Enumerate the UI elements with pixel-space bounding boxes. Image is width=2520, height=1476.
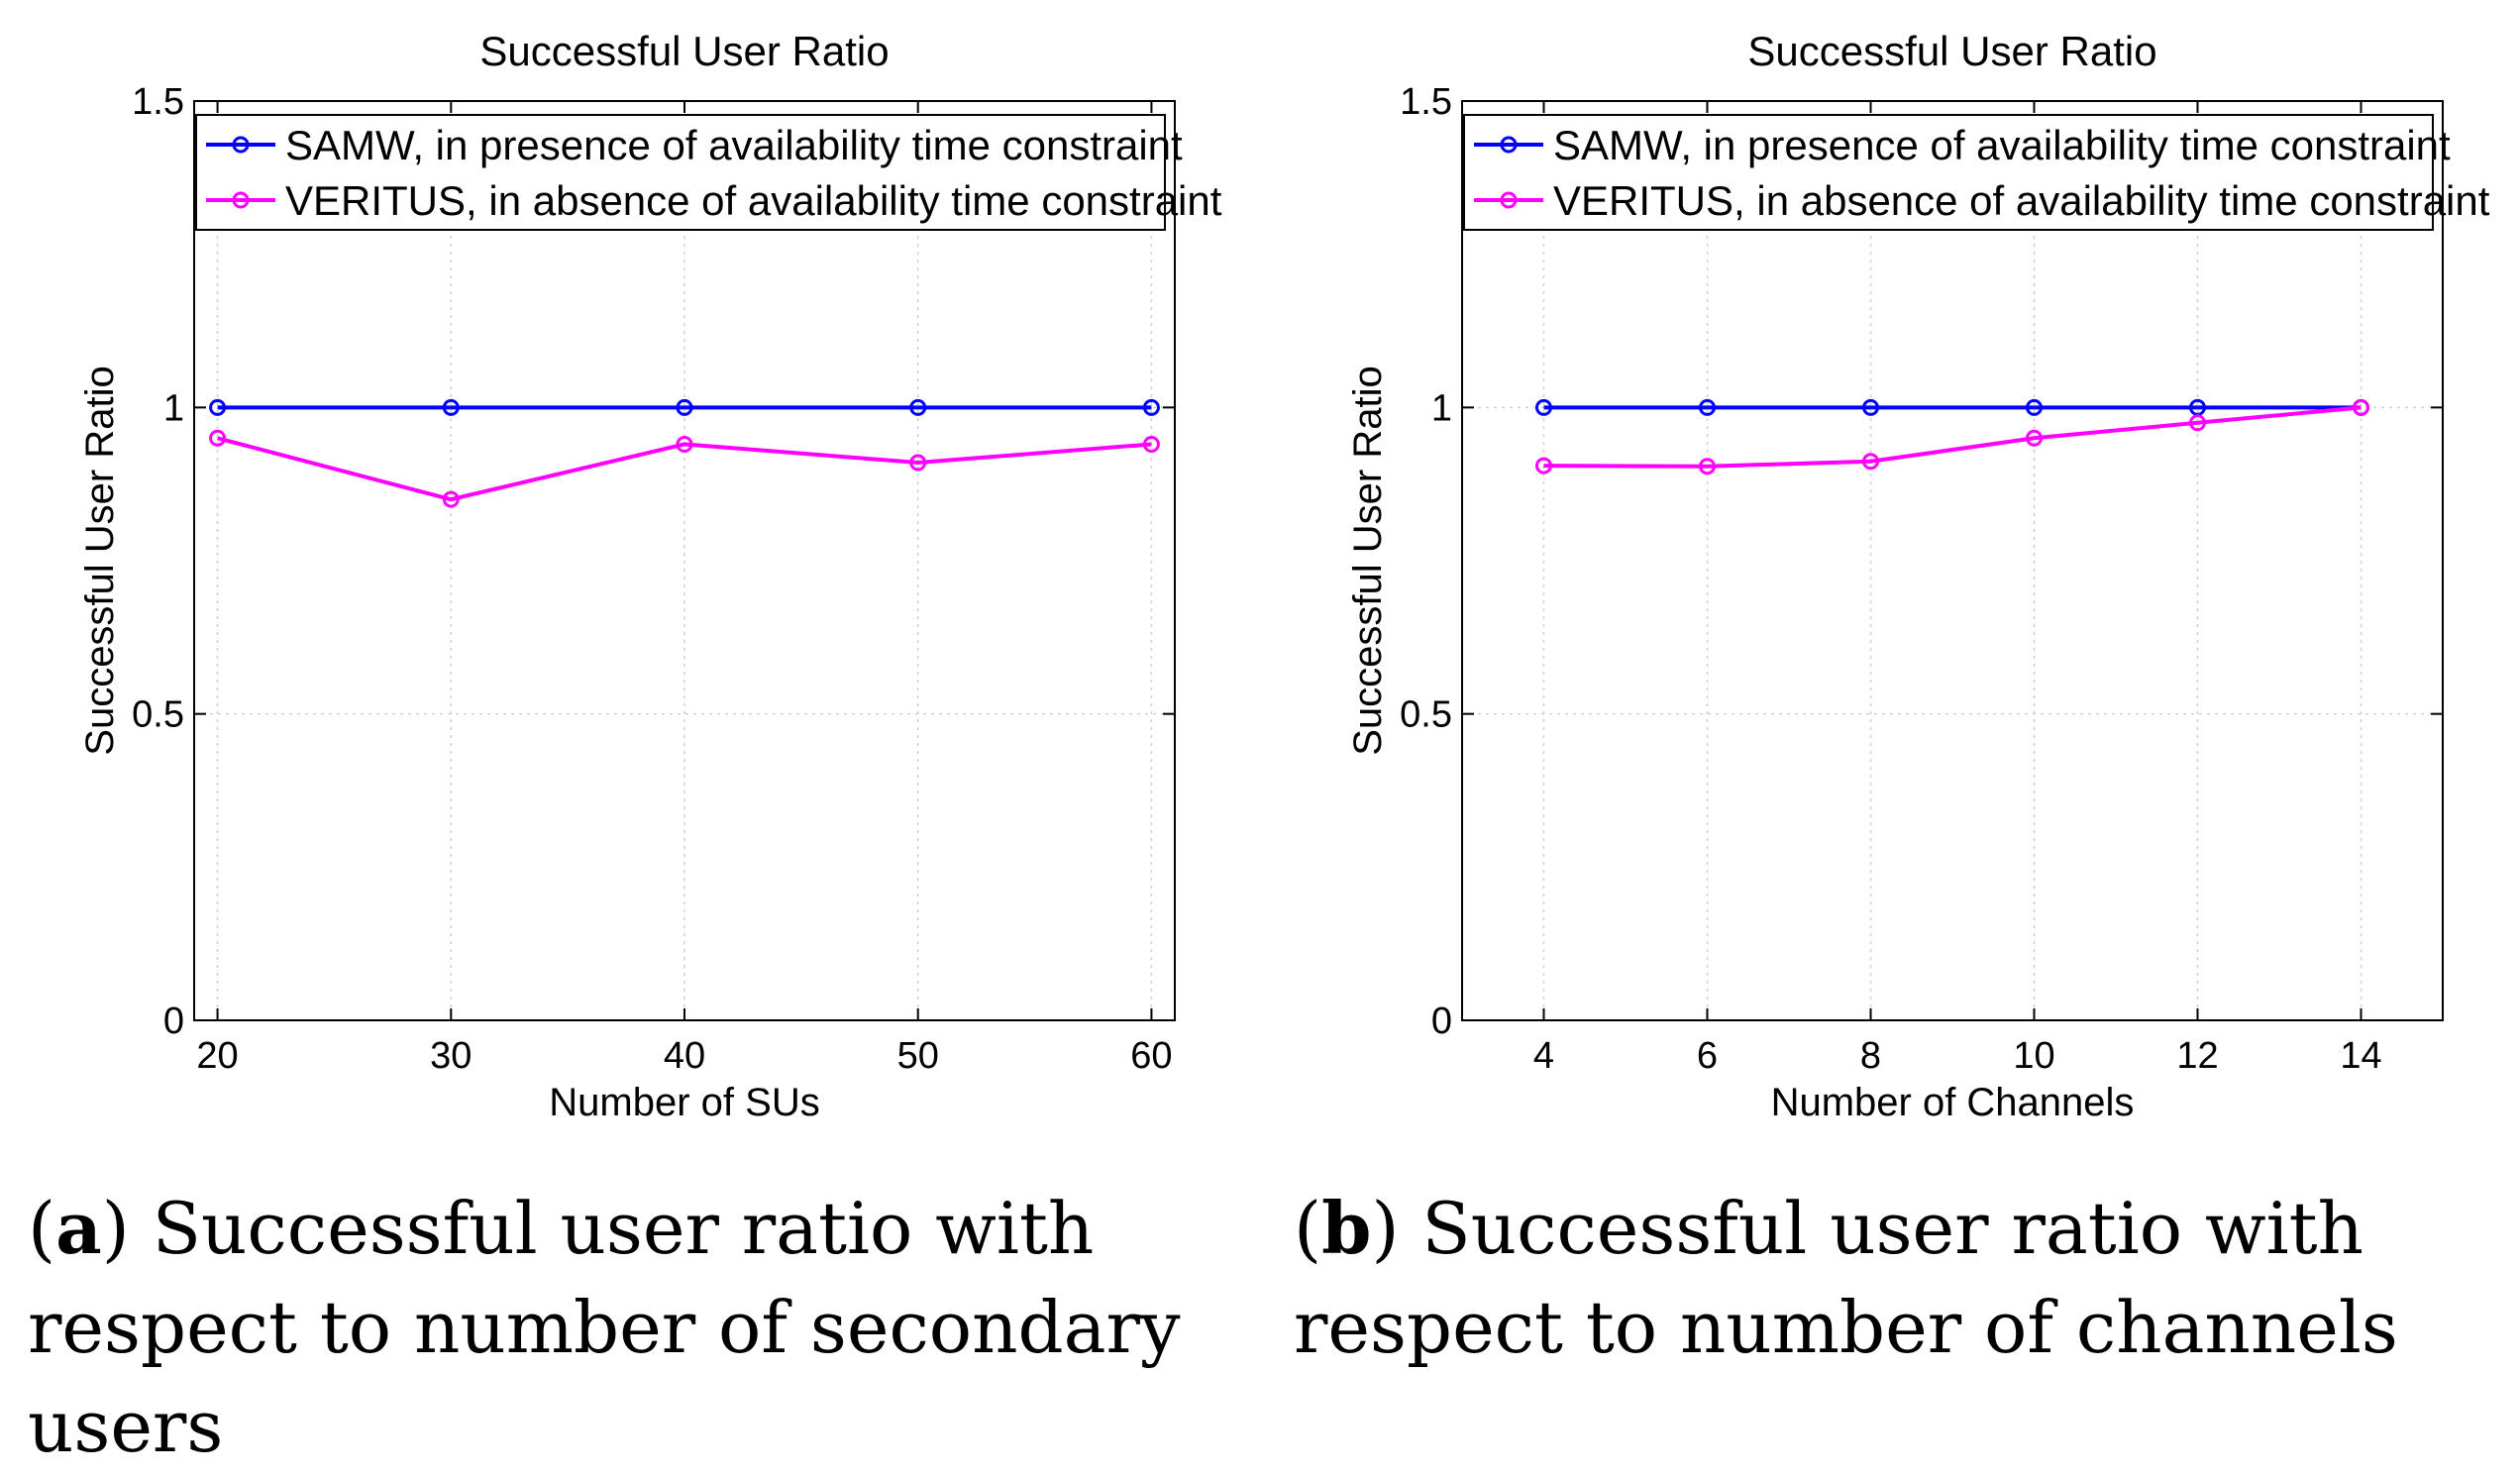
plot-a-xtick-label: 50 (897, 1035, 939, 1077)
plot-a-series-0-point (1142, 398, 1160, 416)
plot-a-ytick-label: 1.5 (132, 81, 184, 123)
plot-b-series-1-point (2189, 414, 2206, 432)
plot-b-ytick-label: 0.5 (1400, 694, 1452, 736)
plot-a-legend-1-marker (232, 191, 250, 209)
plot-a-series-0-point (442, 398, 460, 416)
plot-a-xtick-label: 30 (430, 1035, 472, 1077)
plot-b-ylabel: Successful User Ratio (1346, 366, 1390, 755)
plot-b-legend-0-marker (1500, 136, 1518, 154)
plot-b-xlabel: Number of Channels (1771, 1081, 2135, 1124)
plot-a-xtick-label: 60 (1130, 1035, 1172, 1077)
plot-b-series-0-point (1862, 398, 1879, 416)
plot-b-ytick-label: 1.5 (1400, 81, 1452, 123)
plot-a-xtick-label: 40 (664, 1035, 705, 1077)
plot-a-title: Successful User Ratio (479, 28, 889, 74)
plot-b-xtick-label: 8 (1860, 1035, 1881, 1077)
plot-a-series-1-point (909, 454, 927, 472)
plot-a-legend-box (195, 114, 1166, 231)
plot-a-series-1-point (1142, 435, 1160, 453)
plot-a-legend-1-label: VERITUS, in absence of availability time… (285, 177, 1222, 224)
plot-a-ytick-label: 0.5 (132, 694, 184, 736)
plot-b-legend-1-label: VERITUS, in absence of availability time… (1553, 177, 2490, 224)
caption-b: (b) Successful user ratio with respect t… (1294, 1186, 2398, 1369)
plot-a-ytick-label: 0 (163, 1001, 184, 1042)
plot-b-ytick-label: 1 (1431, 387, 1452, 429)
plot-a-xtick-label: 20 (196, 1035, 238, 1077)
plot-a-legend-0-marker (232, 136, 250, 154)
plot-b-series-1-point (1862, 453, 1879, 471)
plot-b-xtick-label: 6 (1697, 1035, 1718, 1077)
caption-b-label: b (1321, 1186, 1372, 1270)
plot-a-ytick-label: 1 (163, 387, 184, 429)
plot-b-series-1-point (2026, 429, 2043, 447)
plot-b-legend-0-label: SAMW, in presence of availability time c… (1553, 122, 2451, 168)
plot-b-xtick-label: 4 (1533, 1035, 1554, 1077)
plot-a-legend-0-label: SAMW, in presence of availability time c… (285, 122, 1183, 168)
plot-b-legend-box (1463, 114, 2434, 231)
plot-b-series-0-point (2026, 398, 2043, 416)
plot-a-series-1-point (676, 435, 693, 453)
plot-b-series-1-line (1543, 405, 2362, 469)
plot-b-xtick-label: 12 (2176, 1035, 2218, 1077)
plot-b-legend-1-marker (1500, 191, 1518, 209)
plot-b-series-0-point (1699, 398, 1716, 416)
plot-a-series-0-point (909, 398, 927, 416)
plot-b-xtick-label: 14 (2340, 1035, 2381, 1077)
plot-b-title: Successful User Ratio (1747, 28, 2156, 74)
plot-b-series-0-point (1535, 398, 1552, 416)
plot-a-series-1-line (217, 436, 1152, 502)
plot-b-series-1-point (2353, 398, 2369, 416)
plot-b-series-1-point (1535, 457, 1552, 474)
caption-b-text: Successful user ratio with respect to nu… (1294, 1187, 2398, 1369)
plot-a-series-1-point (442, 490, 460, 508)
caption-a-text: Successful user ratio with respect to nu… (28, 1187, 1181, 1468)
plot-b-xtick-label: 10 (2013, 1035, 2054, 1077)
plot-b-axes-box (1461, 100, 2444, 1021)
plot-a-xlabel: Number of SUs (549, 1081, 819, 1124)
plot-a-ylabel: Successful User Ratio (78, 366, 122, 755)
plot-a-series-0-point (676, 398, 693, 416)
caption-a: (a) Successful user ratio with respect t… (28, 1186, 1181, 1468)
caption-a-label: a (55, 1186, 102, 1270)
plot-a-series-0-point (209, 398, 227, 416)
plot-b-series-1-point (1699, 458, 1716, 475)
plot-a-series-1-point (209, 429, 227, 447)
plot-b-ytick-label: 0 (1431, 1001, 1452, 1042)
